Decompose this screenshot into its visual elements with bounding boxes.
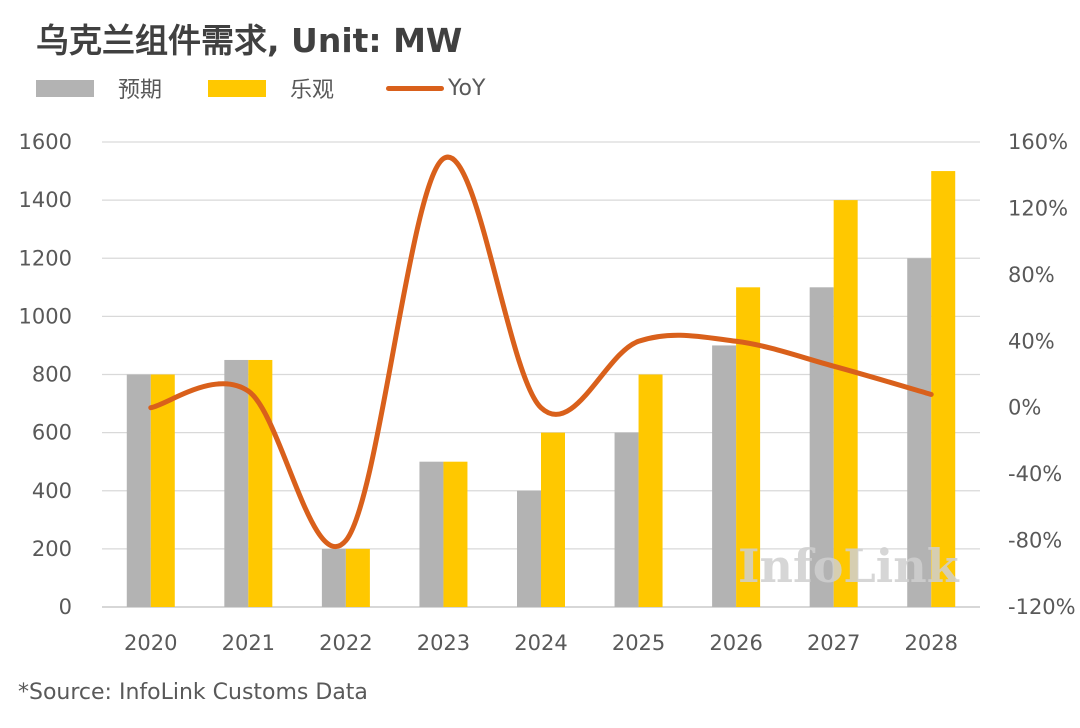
legend-item-yoy: YoY: [386, 72, 485, 104]
bar-expected: [321, 548, 346, 607]
legend-label-optimistic: 乐观: [290, 78, 335, 103]
x-tick-label: 2023: [417, 631, 470, 655]
line-layer: [148, 154, 934, 549]
y-tick-label: 0: [59, 595, 72, 619]
y2-tick-label: 40%: [1008, 329, 1055, 353]
bar-layer: [126, 171, 956, 607]
x-tick-label: 2028: [904, 631, 957, 655]
bar-optimistic: [150, 374, 175, 607]
y2-tick-label: 160%: [1008, 130, 1068, 154]
bar-expected: [419, 461, 444, 607]
x-tick-label: 2024: [514, 631, 567, 655]
bar-expected: [907, 258, 932, 607]
y2-tick-label: 120%: [1008, 196, 1068, 220]
x-tick-label: 2026: [709, 631, 762, 655]
x-tick-label: 2021: [222, 631, 275, 655]
bar-optimistic: [248, 359, 273, 607]
y-tick-label: 400: [32, 479, 72, 503]
y2-tick-label: -80%: [1008, 529, 1062, 553]
bar-optimistic: [345, 548, 370, 607]
yoy-line: [148, 154, 934, 549]
legend-label-yoy: YoY: [448, 75, 486, 101]
bar-expected: [809, 287, 834, 607]
chart-title: 乌克兰组件需求, Unit: MW: [36, 21, 463, 60]
y2-tick-label: -120%: [1008, 595, 1076, 619]
legend-item-optimistic: 乐观: [208, 72, 334, 104]
y-tick-label: 1200: [19, 246, 72, 270]
bar-optimistic: [541, 432, 565, 607]
y-tick-label: 1400: [19, 188, 72, 212]
source-note: *Source: InfoLink Customs Data: [18, 680, 368, 705]
bar-optimistic: [931, 171, 956, 607]
y-tick-label: 1000: [19, 304, 72, 328]
y-tick-label: 600: [32, 421, 72, 445]
bar-expected: [126, 374, 151, 607]
legend-swatch-optimistic: [208, 79, 266, 97]
bar-expected: [517, 490, 541, 607]
x-tick-label: 2022: [319, 631, 372, 655]
bar-optimistic: [833, 200, 858, 607]
y2-tick-label: 0%: [1008, 396, 1041, 420]
axis-layer: 0 200 400 600 800 1000 1200 1400 1600 -120% -80% -4…: [19, 130, 1076, 655]
y2-tick-label: 80%: [1008, 263, 1055, 287]
x-tick-label: 2027: [807, 631, 860, 655]
legend-swatch-yoy: [386, 85, 444, 91]
bar-expected: [712, 345, 737, 607]
x-tick-label: 2025: [612, 631, 665, 655]
legend-swatch-expected: [36, 79, 94, 97]
y-tick-label: 800: [32, 363, 72, 387]
y-tick-label: 200: [32, 537, 72, 561]
legend: 预期 乐观 YoY: [36, 72, 636, 104]
y2-tick-label: -40%: [1008, 462, 1062, 486]
bar-optimistic: [443, 461, 468, 607]
bar-expected: [224, 359, 249, 607]
watermark-text: InfoLink: [738, 539, 960, 593]
legend-label-expected: 预期: [118, 78, 163, 103]
bar-optimistic: [638, 374, 663, 607]
x-tick-label: 2020: [124, 631, 177, 655]
y-tick-label: 1600: [19, 130, 72, 154]
legend-item-expected: 预期: [36, 72, 162, 104]
bar-expected: [614, 432, 639, 607]
